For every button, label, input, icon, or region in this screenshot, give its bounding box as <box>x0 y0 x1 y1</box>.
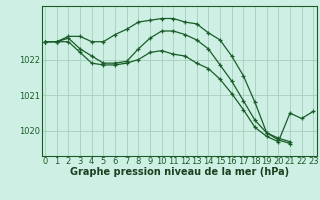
X-axis label: Graphe pression niveau de la mer (hPa): Graphe pression niveau de la mer (hPa) <box>70 167 289 177</box>
